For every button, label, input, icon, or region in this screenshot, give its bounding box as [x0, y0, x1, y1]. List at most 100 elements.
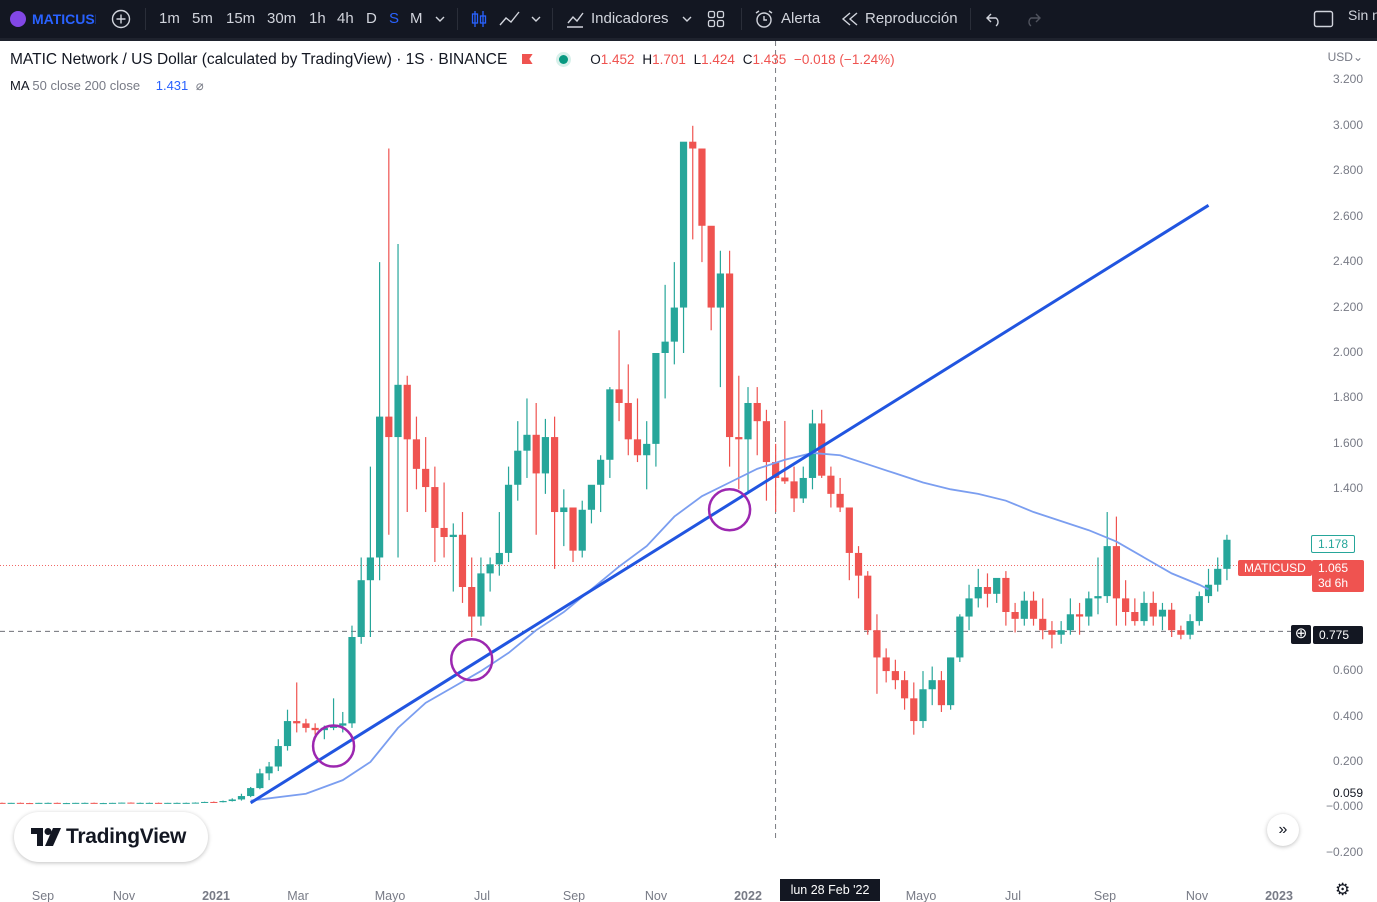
chevron-down-icon[interactable]: [435, 15, 445, 23]
price-tick-label: 2.400: [1332, 254, 1363, 269]
indicators-button[interactable]: Indicadores: [591, 10, 669, 27]
interval-15m-button[interactable]: 15m: [226, 10, 256, 27]
candle-body: [1029, 600, 1038, 619]
candle-body: [72, 802, 80, 804]
candle-body: [0, 802, 6, 804]
last-price-value: 1.065: [1318, 561, 1349, 575]
candle-body: [486, 564, 494, 574]
layout-grid-icon[interactable]: [707, 10, 725, 28]
account-label[interactable]: Sin n: [1348, 7, 1377, 23]
interval-s-button[interactable]: S: [389, 10, 400, 27]
gear-icon[interactable]: ⚙: [1335, 880, 1351, 899]
candle-body: [311, 727, 319, 731]
candle-body: [237, 796, 246, 800]
crosshair-date-tag: lun 28 Feb '22: [780, 879, 880, 901]
candle-body: [725, 273, 734, 438]
candle-body: [882, 657, 890, 672]
interval-30m-button[interactable]: 30m: [267, 10, 297, 27]
time-tick-label: Mayo: [905, 889, 937, 902]
candle-body: [707, 225, 715, 308]
scroll-to-realtime-button[interactable]: »: [1267, 814, 1299, 846]
high-label: H: [642, 52, 653, 67]
candle-body: [1177, 630, 1185, 635]
candle-body: [219, 801, 227, 803]
price-tick-label: 0.059: [1332, 785, 1363, 800]
close-value: 1.435: [752, 52, 787, 67]
interval-4h-button[interactable]: 4h: [337, 10, 354, 27]
candle-body: [283, 721, 292, 747]
moving-average-line: [250, 452, 1209, 802]
candle-body: [504, 484, 513, 553]
candle-body: [854, 552, 863, 576]
high-value: 1.701: [652, 52, 686, 67]
alert-button[interactable]: Alerta: [781, 10, 821, 27]
open-value: 1.452: [600, 52, 635, 67]
candle-body: [440, 527, 448, 538]
candle-body: [145, 802, 153, 804]
market-status-icon: [558, 55, 568, 64]
fullscreen-icon[interactable]: [1313, 10, 1334, 28]
interval-1m-button[interactable]: 1m: [159, 10, 180, 27]
candle-body: [1039, 618, 1047, 631]
price-tick-label: 1.400: [1332, 481, 1363, 496]
alarm-icon[interactable]: [754, 9, 774, 29]
candle-body: [1223, 539, 1231, 569]
add-alert-plus-icon[interactable]: ⊕: [1291, 625, 1311, 644]
replay-button[interactable]: Reproducción: [865, 10, 958, 27]
plus-circle-icon[interactable]: [111, 9, 131, 29]
line-chart-icon[interactable]: [499, 10, 521, 28]
chevron-down-icon[interactable]: [531, 15, 541, 23]
candles-icon[interactable]: [470, 9, 488, 29]
candle-body: [1214, 568, 1222, 585]
chart-canvas[interactable]: [0, 41, 1377, 902]
candle-body: [928, 680, 936, 690]
price-tick-label: 1.800: [1332, 390, 1363, 405]
currency-selector[interactable]: USD⌄: [1327, 50, 1363, 64]
redo-icon[interactable]: [1024, 11, 1042, 27]
candle-body: [118, 802, 126, 804]
candle-body: [983, 587, 992, 594]
crosshair-price-tag: 0.775: [1313, 626, 1363, 644]
price-tick-label: 0.600: [1332, 663, 1363, 678]
symbol-search-button[interactable]: MATICUSD: [32, 11, 96, 27]
time-tick-label: Sep: [562, 889, 586, 902]
interval-d-button[interactable]: D: [366, 10, 377, 27]
annotation-circle: [311, 724, 356, 768]
candle-body: [744, 402, 752, 440]
candle-body: [836, 493, 844, 508]
candle-body: [228, 799, 236, 802]
candle-body: [1002, 577, 1010, 613]
interval-1h-button[interactable]: 1h: [309, 10, 326, 27]
chart-pane[interactable]: MATIC Network / US Dollar (calculated by…: [0, 38, 1377, 902]
candle-body: [689, 141, 697, 149]
time-tick-label: Nov: [644, 889, 668, 902]
symbol-title[interactable]: MATIC Network / US Dollar (calculated by…: [10, 51, 508, 68]
price-tick-label: −0.200: [1325, 844, 1363, 859]
candle-body: [1057, 630, 1065, 635]
candle-body: [495, 552, 503, 565]
candle-body: [1075, 614, 1084, 617]
open-label: O: [590, 52, 601, 67]
undo-icon[interactable]: [985, 11, 1003, 27]
candle-body: [357, 580, 365, 637]
flag-icon[interactable]: [521, 54, 533, 64]
chart-legend: MATIC Network / US Dollar (calculated by…: [10, 51, 895, 69]
interval-5m-button[interactable]: 5m: [192, 10, 213, 27]
candle-body: [762, 421, 771, 463]
hide-indicator-icon[interactable]: ⌀: [195, 78, 204, 93]
candle-body: [164, 802, 172, 804]
candle-body: [458, 534, 467, 588]
price-tick-label: 2.600: [1332, 208, 1363, 223]
candle-body: [385, 416, 393, 438]
indicators-icon[interactable]: [565, 9, 585, 29]
replay-icon[interactable]: [841, 11, 859, 27]
interval-m-button[interactable]: M: [410, 10, 423, 27]
candle-body: [551, 437, 559, 513]
ma-legend[interactable]: MA 50 close 200 close 1.431 ⌀: [10, 78, 204, 94]
candle-body: [274, 746, 282, 767]
chevron-down-icon[interactable]: [682, 15, 692, 23]
tradingview-logo[interactable]: TradingView: [14, 812, 208, 862]
price-tick-label: 1.600: [1332, 435, 1363, 450]
candle-body: [1186, 621, 1194, 635]
candle-body: [956, 616, 964, 658]
